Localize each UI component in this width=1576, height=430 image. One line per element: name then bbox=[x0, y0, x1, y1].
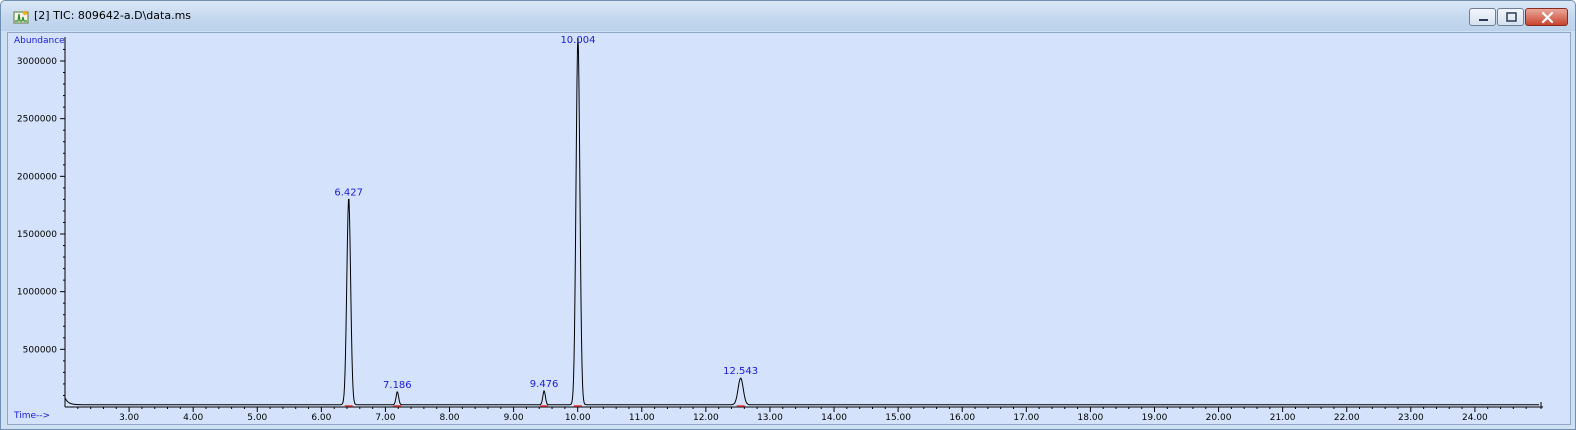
x-tick-label: 18.00 bbox=[1078, 413, 1104, 423]
x-tick-label: 10.00 bbox=[565, 413, 591, 423]
y-tick-label: 3000000 bbox=[17, 57, 57, 67]
x-tick-label: 22.00 bbox=[1334, 413, 1360, 423]
x-tick-label: 23.00 bbox=[1398, 413, 1424, 423]
x-tick-label: 16.00 bbox=[949, 413, 975, 423]
peak-label: 7.186 bbox=[383, 380, 412, 391]
title-bar[interactable]: [2] TIC: 809642-a.D\data.ms bbox=[1, 1, 1575, 31]
tic-trace-line bbox=[64, 37, 1539, 406]
x-tick-label: 13.00 bbox=[757, 413, 783, 423]
peak-label: 12.543 bbox=[723, 366, 758, 377]
x-axis-label: Time--> bbox=[13, 411, 50, 421]
peak-label: 10.004 bbox=[560, 35, 595, 46]
x-tick-label: 11.00 bbox=[629, 413, 655, 423]
maximize-button[interactable] bbox=[1497, 8, 1524, 26]
x-tick-label: 8.00 bbox=[439, 413, 459, 423]
x-tick-label: 7.00 bbox=[375, 413, 395, 423]
close-icon bbox=[1541, 11, 1554, 24]
chromatogram-icon bbox=[13, 9, 29, 25]
x-tick-label: 6.00 bbox=[311, 413, 331, 423]
x-tick-label: 19.00 bbox=[1142, 413, 1168, 423]
close-button[interactable] bbox=[1525, 8, 1568, 26]
peak-label: 6.427 bbox=[334, 187, 363, 198]
y-axis-label: Abundance bbox=[14, 36, 65, 46]
minimize-button[interactable] bbox=[1469, 8, 1496, 26]
axis-ticks: 3.00 4.00 5.00 6.00 7.00 8.00 9.00 10.00 11.00 12… bbox=[17, 48, 1527, 423]
x-tick-label: 21.00 bbox=[1270, 413, 1296, 423]
window-title: [2] TIC: 809642-a.D\data.ms bbox=[34, 9, 192, 22]
y-tick-label: 2000000 bbox=[17, 172, 57, 182]
peak-label: 9.476 bbox=[530, 379, 559, 390]
y-tick-label: 1000000 bbox=[17, 288, 57, 298]
y-tick-label: 500000 bbox=[23, 345, 58, 355]
tic-chromatogram[interactable]: Abundance Time--> 3.00 4.00 5.00 6.00 7.00 8.… bbox=[8, 33, 1570, 424]
x-tick-label: 5.00 bbox=[247, 413, 267, 423]
x-tick-label: 12.00 bbox=[693, 413, 719, 423]
x-tick-label: 3.00 bbox=[119, 413, 139, 423]
y-tick-label: 1500000 bbox=[17, 230, 57, 240]
x-tick-label: 24.00 bbox=[1462, 413, 1488, 423]
peak-labels: 6.427 7.186 9.476 10.004 12.543 bbox=[334, 35, 758, 407]
chromatogram-trace bbox=[64, 37, 1539, 406]
x-tick-label: 9.00 bbox=[504, 413, 524, 423]
x-tick-label: 20.00 bbox=[1206, 413, 1232, 423]
plot-area[interactable]: Abundance Time--> 3.00 4.00 5.00 6.00 7.00 8.… bbox=[7, 32, 1571, 425]
x-tick-label: 14.00 bbox=[821, 413, 847, 423]
minimize-icon bbox=[1479, 19, 1488, 21]
x-tick-label: 15.00 bbox=[885, 413, 911, 423]
maximize-icon bbox=[1506, 12, 1517, 22]
x-tick-label: 17.00 bbox=[1013, 413, 1039, 423]
x-tick-label: 4.00 bbox=[183, 413, 203, 423]
y-tick-label: 2500000 bbox=[17, 115, 57, 125]
